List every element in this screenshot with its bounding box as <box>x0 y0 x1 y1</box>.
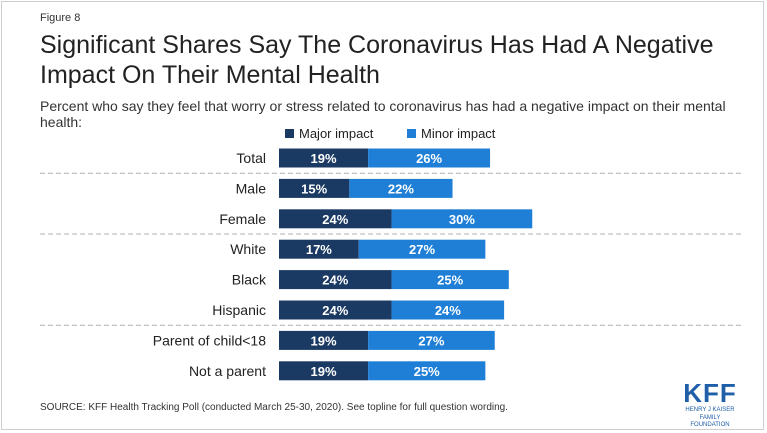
figure-label: Figure 8 <box>40 12 81 24</box>
legend-label-minor: Minor impact <box>421 126 496 141</box>
data-label: 27% <box>418 333 444 348</box>
data-label: 19% <box>311 364 337 379</box>
data-label: 17% <box>306 242 332 257</box>
bar-major-impact <box>279 300 392 320</box>
category-label: White <box>230 241 266 257</box>
bar-minor-impact <box>391 270 509 290</box>
data-label: 25% <box>437 273 463 288</box>
bar-minor-impact <box>391 300 505 320</box>
legend-label-major: Major impact <box>299 126 374 141</box>
category-label: Hispanic <box>212 302 266 318</box>
category-label: Parent of child<18 <box>153 332 266 348</box>
chart-legend: Major impact Minor impact <box>0 126 767 142</box>
data-label: 30% <box>449 212 475 227</box>
category-label: Black <box>232 272 267 288</box>
data-label: 19% <box>311 333 337 348</box>
bar-major-impact <box>279 148 369 168</box>
bar-minor-impact <box>368 361 486 381</box>
data-label: 15% <box>301 181 327 196</box>
data-label: 27% <box>409 242 435 257</box>
data-label: 22% <box>388 181 414 196</box>
category-label: Female <box>219 211 266 227</box>
bar-minor-impact <box>349 178 453 198</box>
bar-minor-impact <box>368 330 495 350</box>
data-label: 25% <box>414 364 440 379</box>
legend-item-minor: Minor impact <box>407 126 495 141</box>
data-label: 24% <box>322 273 348 288</box>
data-label: 24% <box>435 303 461 318</box>
logo-wordmark: KFF <box>683 378 737 408</box>
data-label: 19% <box>311 151 337 166</box>
data-label: 24% <box>322 303 348 318</box>
bar-major-impact <box>279 270 392 290</box>
data-label: 26% <box>416 151 442 166</box>
bar-minor-impact <box>391 209 533 229</box>
source-note: SOURCE: KFF Health Tracking Poll (conduc… <box>40 402 509 413</box>
bar-major-impact <box>279 361 369 381</box>
logo-subtext-1: HENRY J KAISER <box>685 407 735 413</box>
data-label: 24% <box>322 212 348 227</box>
bar-major-impact <box>279 239 359 259</box>
bar-minor-impact <box>368 148 491 168</box>
category-label: Total <box>236 150 266 166</box>
legend-swatch-major <box>285 129 294 138</box>
logo-subtext-2: FAMILY FOUNDATION <box>690 415 730 428</box>
bar-minor-impact <box>358 239 486 259</box>
legend-swatch-minor <box>407 129 416 138</box>
bar-major-impact <box>279 178 350 198</box>
chart-title: Significant Shares Say The Coronavirus H… <box>40 31 714 89</box>
bar-chart: Total 19% 26% Male 15% 22% Female 24% 30% White 17… <box>40 148 742 381</box>
category-label: Male <box>236 180 267 196</box>
category-label: Not a parent <box>189 363 266 379</box>
chart-subtitle: Percent who say they feel that worry or … <box>40 98 726 130</box>
kff-logo: KFF HENRY J KAISER FAMILY FOUNDATION <box>680 380 740 429</box>
legend-item-major: Major impact <box>285 126 373 141</box>
bar-major-impact <box>279 330 369 350</box>
bar-major-impact <box>279 209 392 229</box>
